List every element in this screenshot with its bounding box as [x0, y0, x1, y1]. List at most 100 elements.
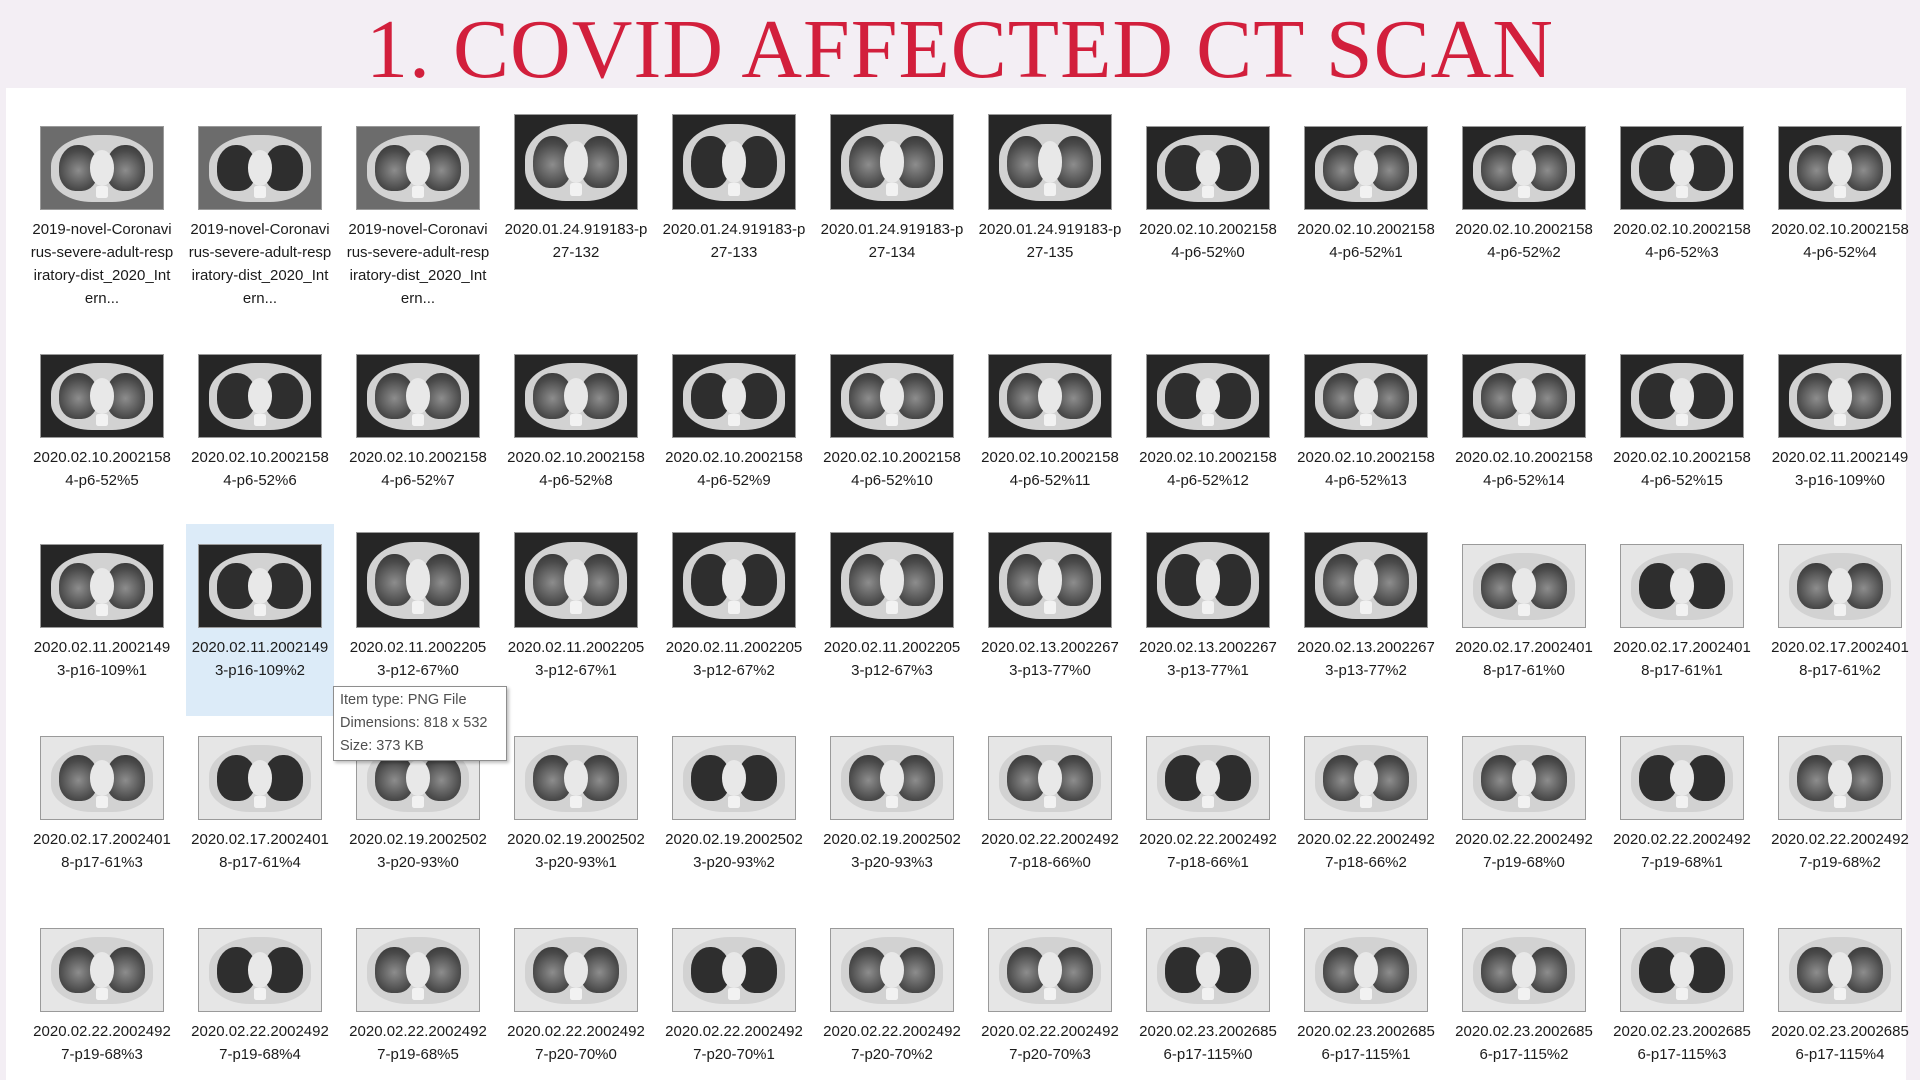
file-tile[interactable]: 2020.02.17.20024018-p17-61%1	[1608, 524, 1756, 716]
file-tile[interactable]: 2020.02.17.20024018-p17-61%4	[186, 716, 334, 908]
file-tile[interactable]: 2020.02.13.20022673-p13-77%1	[1134, 524, 1282, 716]
file-tile[interactable]: 2020.02.10.20021584-p6-52%9	[660, 334, 808, 524]
file-tile[interactable]: 2020.02.23.20026856-p17-115%4	[1766, 908, 1914, 1078]
file-tile[interactable]: 2020.02.19.20025023-p20-93%2	[660, 716, 808, 908]
ct-spine	[1517, 604, 1531, 616]
file-tile[interactable]: 2020.02.10.20021584-p6-52%2	[1450, 106, 1598, 334]
file-tile[interactable]: 2020.02.11.20021493-p16-109%2	[186, 524, 334, 716]
ct-heart	[1511, 567, 1537, 605]
file-tile[interactable]: 2020.01.24.919183-p27-132	[502, 106, 650, 334]
file-tile[interactable]: 2020.02.10.20021584-p6-52%6	[186, 334, 334, 524]
file-tile[interactable]: 2020.02.23.20026856-p17-115%2	[1450, 908, 1598, 1078]
file-tile[interactable]: 2020.02.19.20025023-p20-93%1	[502, 716, 650, 908]
file-tile[interactable]: 2020.02.22.20024927-p18-66%1	[1134, 716, 1282, 908]
file-tile[interactable]: 2020.01.24.919183-p27-134	[818, 106, 966, 334]
file-name-label: 2020.02.19.20025023-p20-93%1	[507, 831, 645, 871]
ct-heart	[1511, 377, 1537, 415]
file-tile[interactable]: 2020.02.22.20024927-p19-68%2	[1766, 716, 1914, 908]
file-tile[interactable]: 2020.02.17.20024018-p17-61%3	[28, 716, 176, 908]
file-tile[interactable]: 2020.02.22.20024927-p19-68%3	[28, 908, 176, 1078]
file-tile[interactable]: 2020.02.10.20021584-p6-52%8	[502, 334, 650, 524]
ct-heart	[405, 559, 431, 601]
file-tile[interactable]: 2020.02.23.20026856-p17-115%0	[1134, 908, 1282, 1078]
file-name-label: 2020.02.22.20024927-p19-68%5	[349, 1023, 487, 1063]
file-tile[interactable]: 2020.02.19.20025023-p20-93%0	[344, 716, 492, 908]
file-tile[interactable]: 2020.02.23.20026856-p17-115%1	[1292, 908, 1440, 1078]
file-tile[interactable]: 2020.02.22.20024927-p20-70%2	[818, 908, 966, 1078]
file-tile[interactable]: 2020.02.10.20021584-p6-52%3	[1608, 106, 1756, 334]
ct-spine	[1201, 600, 1215, 614]
ct-heart	[89, 567, 115, 605]
ct-scan-thumbnail	[1778, 126, 1902, 210]
file-name-label: 2020.02.22.20024927-p20-70%1	[665, 1023, 803, 1063]
thumbnail-frame	[344, 526, 492, 628]
ct-heart	[1037, 377, 1063, 415]
file-tile[interactable]: 2020.02.10.20021584-p6-52%10	[818, 334, 966, 524]
thumbnail-frame	[502, 526, 650, 628]
file-tile[interactable]: 2020.02.23.20026856-p17-115%3	[1608, 908, 1756, 1078]
ct-spine	[569, 796, 583, 808]
file-tile[interactable]: 2020.02.10.20021584-p6-52%7	[344, 334, 492, 524]
file-tile[interactable]: 2020.02.10.20021584-p6-52%5	[28, 334, 176, 524]
file-tile[interactable]: 2020.02.11.20022053-p12-67%0	[344, 524, 492, 716]
file-tile[interactable]: 2020.02.11.20022053-p12-67%1	[502, 524, 650, 716]
ct-scan-thumbnail	[356, 928, 480, 1012]
thumbnail-frame	[502, 718, 650, 820]
file-tile[interactable]: 2020.02.22.20024927-p19-68%5	[344, 908, 492, 1078]
file-tile[interactable]: 2020.02.10.20021584-p6-52%4	[1766, 106, 1914, 334]
file-tile[interactable]: 2020.01.24.919183-p27-135	[976, 106, 1124, 334]
file-tile[interactable]: 2020.02.22.20024927-p18-66%0	[976, 716, 1124, 908]
ct-scan-thumbnail	[1462, 928, 1586, 1012]
thumbnail-frame	[976, 718, 1124, 820]
ct-heart	[247, 377, 273, 415]
file-tile[interactable]: 2020.02.13.20022673-p13-77%2	[1292, 524, 1440, 716]
ct-heart	[247, 951, 273, 989]
ct-spine	[1359, 186, 1373, 198]
ct-heart	[405, 149, 431, 187]
file-tile[interactable]: 2020.02.11.20022053-p12-67%3	[818, 524, 966, 716]
ct-spine	[1043, 414, 1057, 426]
file-tile[interactable]: 2020.02.13.20022673-p13-77%0	[976, 524, 1124, 716]
file-tile[interactable]: 2019-novel-Coronavirus-severe-adult-resp…	[28, 106, 176, 334]
file-name-label: 2020.02.22.20024927-p18-66%0	[981, 831, 1119, 871]
file-tile[interactable]: 2020.02.22.20024927-p18-66%2	[1292, 716, 1440, 908]
ct-heart	[1195, 149, 1221, 187]
file-tile[interactable]: 2020.02.11.20021493-p16-109%0	[1766, 334, 1914, 524]
file-tile[interactable]: 2020.02.17.20024018-p17-61%0	[1450, 524, 1598, 716]
thumbnail-frame	[28, 910, 176, 1012]
file-tile[interactable]: 2020.02.22.20024927-p19-68%1	[1608, 716, 1756, 908]
ct-heart	[1511, 951, 1537, 989]
file-tile[interactable]: 2019-novel-Coronavirus-severe-adult-resp…	[186, 106, 334, 334]
file-tile[interactable]: 2020.01.24.919183-p27-133	[660, 106, 808, 334]
file-tile[interactable]: 2020.02.10.20021584-p6-52%14	[1450, 334, 1598, 524]
ct-spine	[1043, 182, 1057, 196]
file-tile[interactable]: 2020.02.11.20022053-p12-67%2	[660, 524, 808, 716]
file-tile[interactable]: 2020.02.10.20021584-p6-52%13	[1292, 334, 1440, 524]
file-name-label: 2020.02.22.20024927-p19-68%0	[1455, 831, 1593, 871]
file-tile[interactable]: 2020.02.10.20021584-p6-52%15	[1608, 334, 1756, 524]
file-name-label: 2020.01.24.919183-p27-134	[820, 221, 964, 261]
file-tile[interactable]: 2020.02.22.20024927-p20-70%3	[976, 908, 1124, 1078]
file-tile[interactable]: 2020.02.22.20024927-p19-68%4	[186, 908, 334, 1078]
ct-spine	[1517, 414, 1531, 426]
file-name-label: 2020.02.10.20021584-p6-52%11	[981, 449, 1119, 489]
file-tile[interactable]: 2020.02.10.20021584-p6-52%11	[976, 334, 1124, 524]
ct-spine	[1833, 796, 1847, 808]
tooltip-item-type: Item type: PNG File	[340, 692, 467, 708]
file-tile[interactable]: 2020.02.11.20021493-p16-109%1	[28, 524, 176, 716]
file-tile[interactable]: 2020.02.22.20024927-p20-70%0	[502, 908, 650, 1078]
file-tile[interactable]: 2020.02.10.20021584-p6-52%12	[1134, 334, 1282, 524]
ct-scan-thumbnail	[988, 354, 1112, 438]
file-tile[interactable]: 2020.02.19.20025023-p20-93%3	[818, 716, 966, 908]
file-tile[interactable]: 2020.02.22.20024927-p20-70%1	[660, 908, 808, 1078]
file-tile[interactable]: 2020.02.22.20024927-p19-68%0	[1450, 716, 1598, 908]
ct-heart	[1037, 559, 1063, 601]
ct-heart	[721, 141, 747, 183]
ct-heart	[1353, 951, 1379, 989]
file-tile[interactable]: 2020.02.10.20021584-p6-52%1	[1292, 106, 1440, 334]
file-tile[interactable]: 2020.02.17.20024018-p17-61%2	[1766, 524, 1914, 716]
ct-scan-thumbnail	[1146, 736, 1270, 820]
file-name-label: 2020.02.22.20024927-p20-70%2	[823, 1023, 961, 1063]
file-tile[interactable]: 2019-novel-Coronavirus-severe-adult-resp…	[344, 106, 492, 334]
file-tile[interactable]: 2020.02.10.20021584-p6-52%0	[1134, 106, 1282, 334]
